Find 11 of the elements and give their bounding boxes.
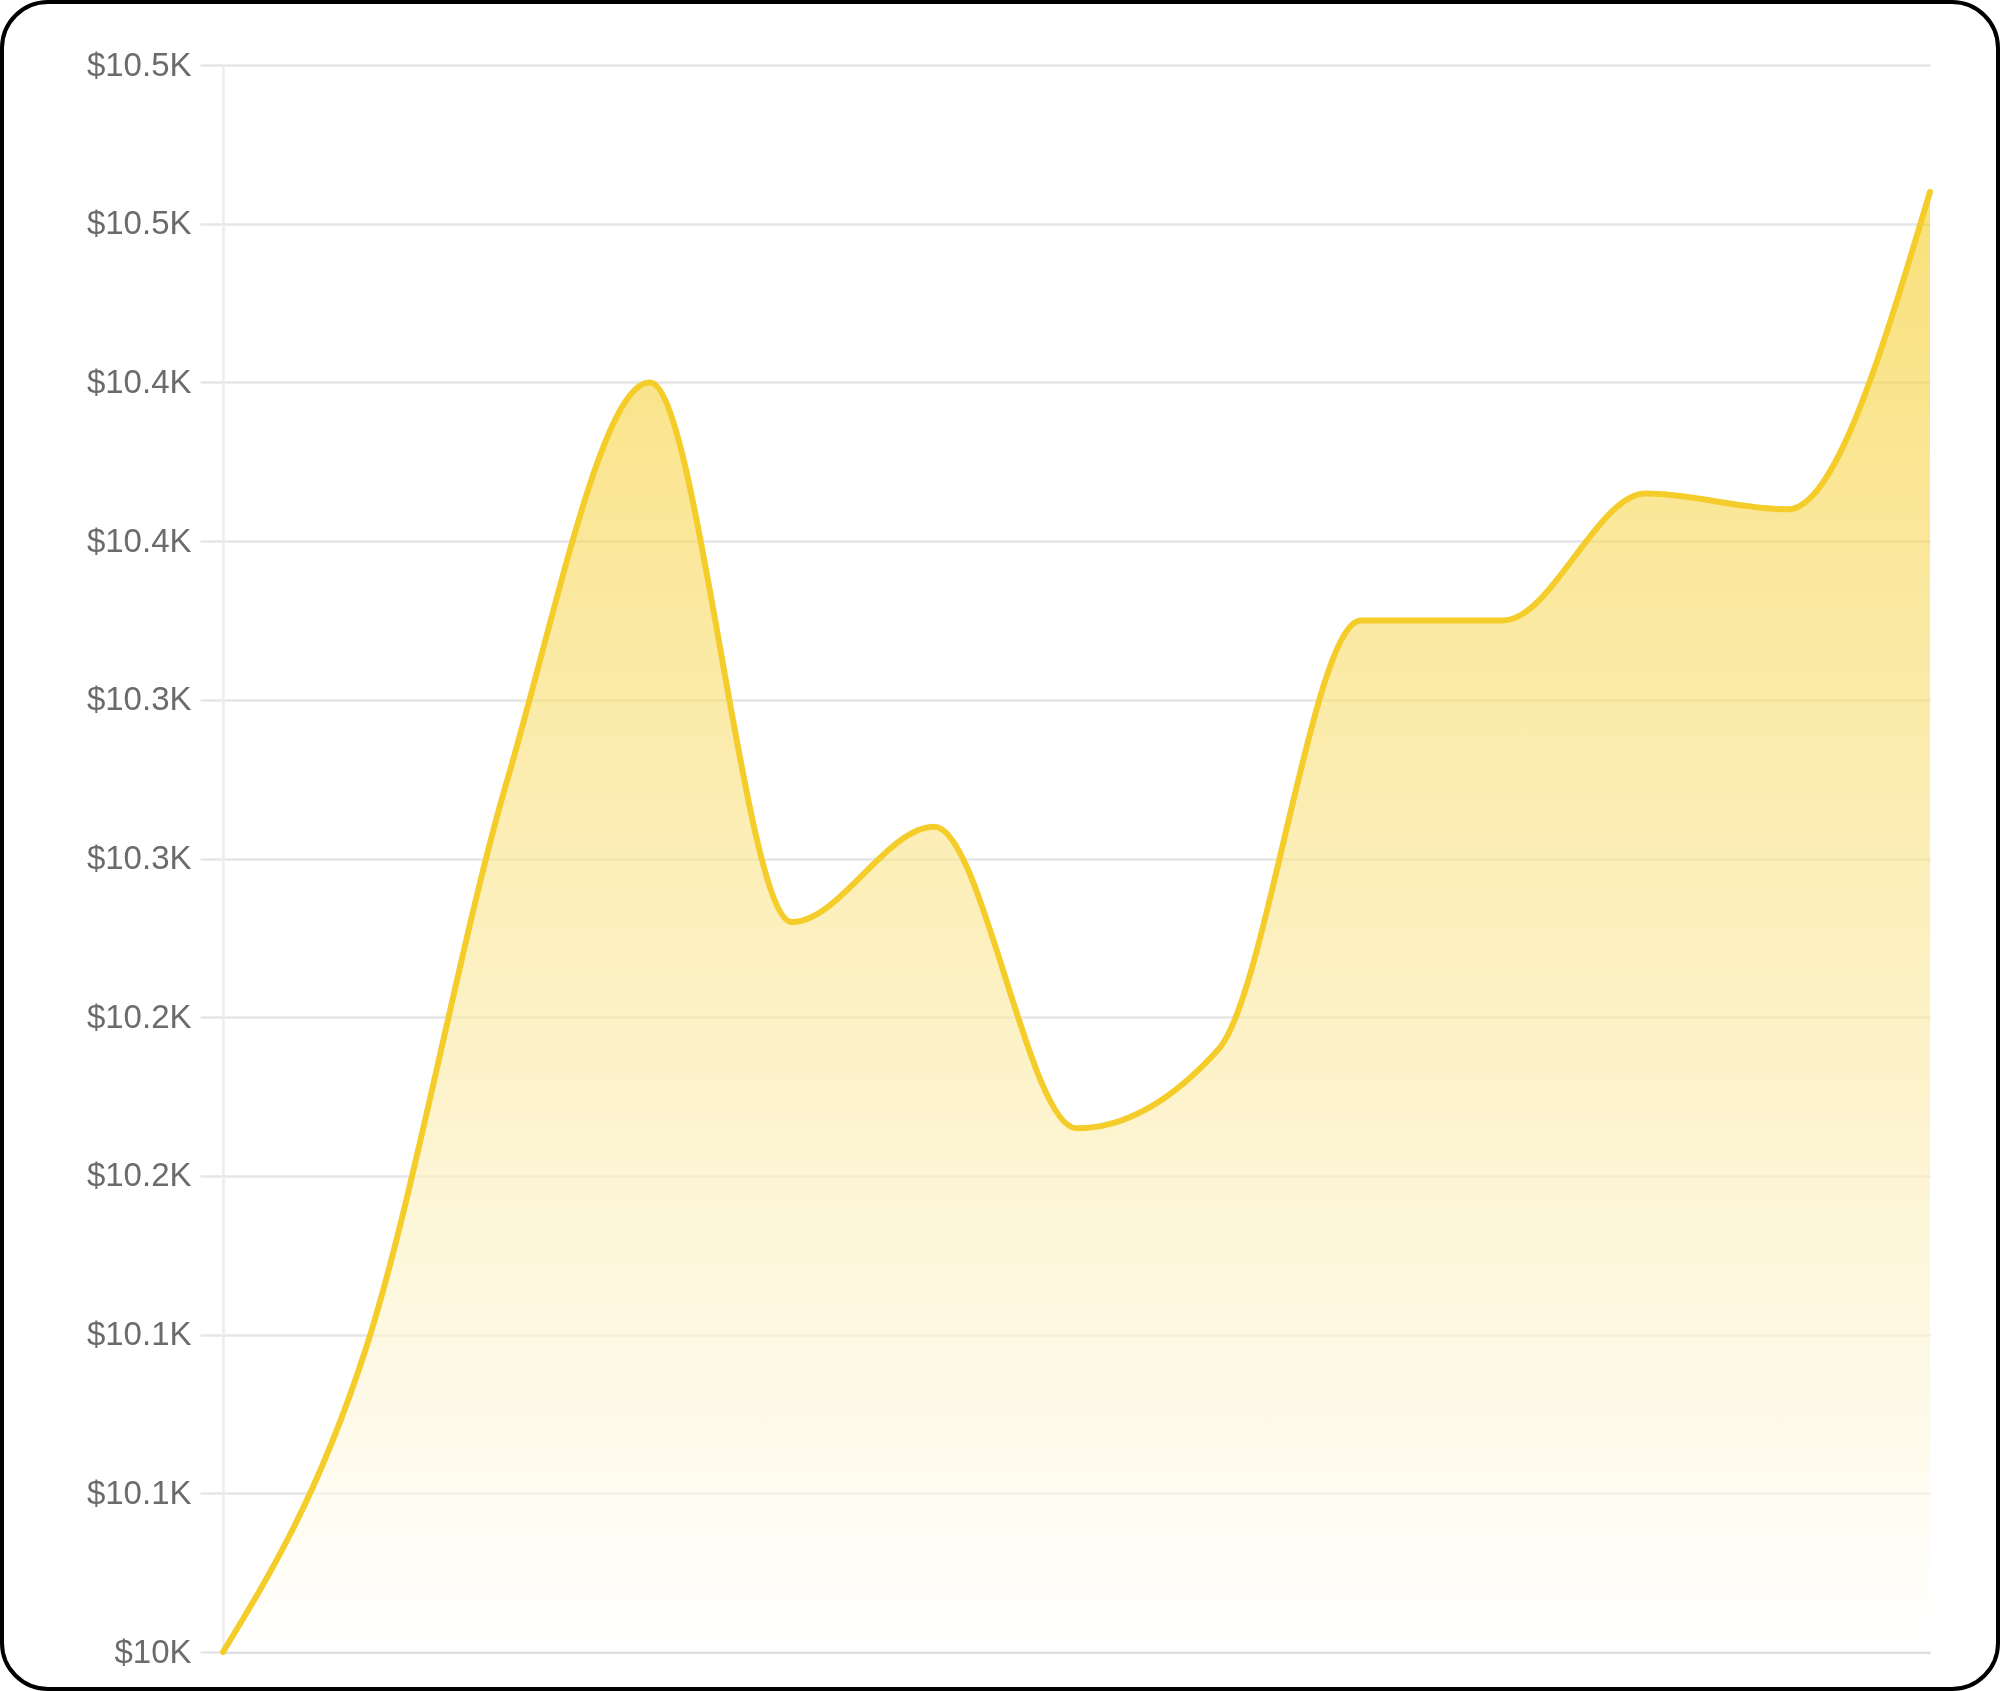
y-tick-label: $10.3K (86, 680, 192, 718)
y-tick-label: $10.4K (86, 521, 192, 559)
y-tick-label: $10K (114, 1632, 192, 1670)
y-tick-label: $10.4K (86, 362, 192, 400)
y-tick-label: $10.2K (86, 997, 192, 1035)
y-tick-label: $10.3K (86, 839, 192, 876)
y-tick-label: $10.1K (86, 1315, 192, 1353)
y-tick-label: $10.5K (86, 204, 192, 242)
y-tick-label: $10.1K (86, 1473, 192, 1511)
y-tick-label: $10.2K (86, 1156, 192, 1194)
y-tick-label: $10.5K (86, 45, 192, 83)
